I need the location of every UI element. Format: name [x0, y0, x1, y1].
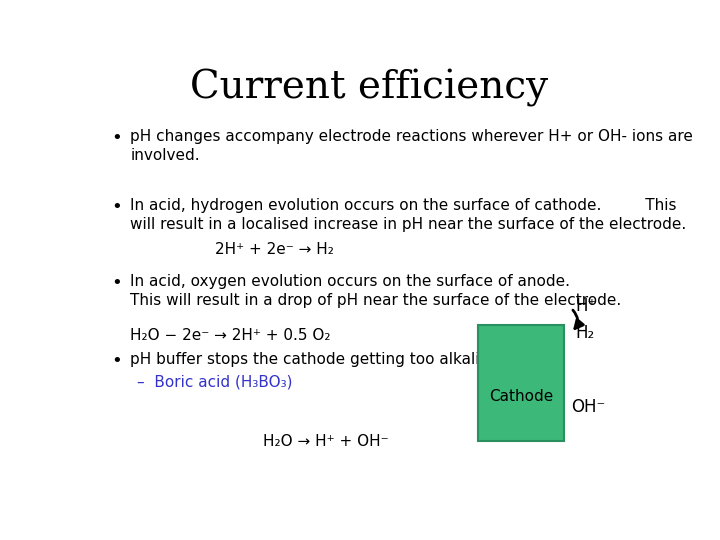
Text: pH changes accompany electrode reactions wherever H+ or OH- ions are
involved.: pH changes accompany electrode reactions… — [130, 129, 693, 164]
Text: •: • — [111, 274, 122, 292]
Text: 2H⁺ + 2e⁻ → H₂: 2H⁺ + 2e⁻ → H₂ — [215, 241, 333, 256]
Text: H⁺: H⁺ — [575, 297, 597, 315]
Text: Cathode: Cathode — [489, 389, 553, 404]
Text: •: • — [111, 198, 122, 216]
Text: H₂: H₂ — [575, 324, 595, 342]
Text: •: • — [111, 352, 122, 370]
Text: •: • — [111, 129, 122, 147]
Bar — [478, 325, 564, 441]
Text: pH buffer stops the cathode getting too alkaline.: pH buffer stops the cathode getting too … — [130, 352, 504, 367]
Text: Current efficiency: Current efficiency — [190, 69, 548, 107]
Text: In acid, hydrogen evolution occurs on the surface of cathode.         This
will : In acid, hydrogen evolution occurs on th… — [130, 198, 686, 232]
Text: H₂O − 2e⁻ → 2H⁺ + 0.5 O₂: H₂O − 2e⁻ → 2H⁺ + 0.5 O₂ — [130, 328, 330, 342]
Text: H₂O → H⁺ + OH⁻: H₂O → H⁺ + OH⁻ — [263, 434, 389, 449]
Text: OH⁻: OH⁻ — [572, 397, 606, 416]
Text: –  Boric acid (H₃BO₃): – Boric acid (H₃BO₃) — [138, 375, 293, 389]
Text: In acid, oxygen evolution occurs on the surface of anode.
This will result in a : In acid, oxygen evolution occurs on the … — [130, 274, 621, 308]
